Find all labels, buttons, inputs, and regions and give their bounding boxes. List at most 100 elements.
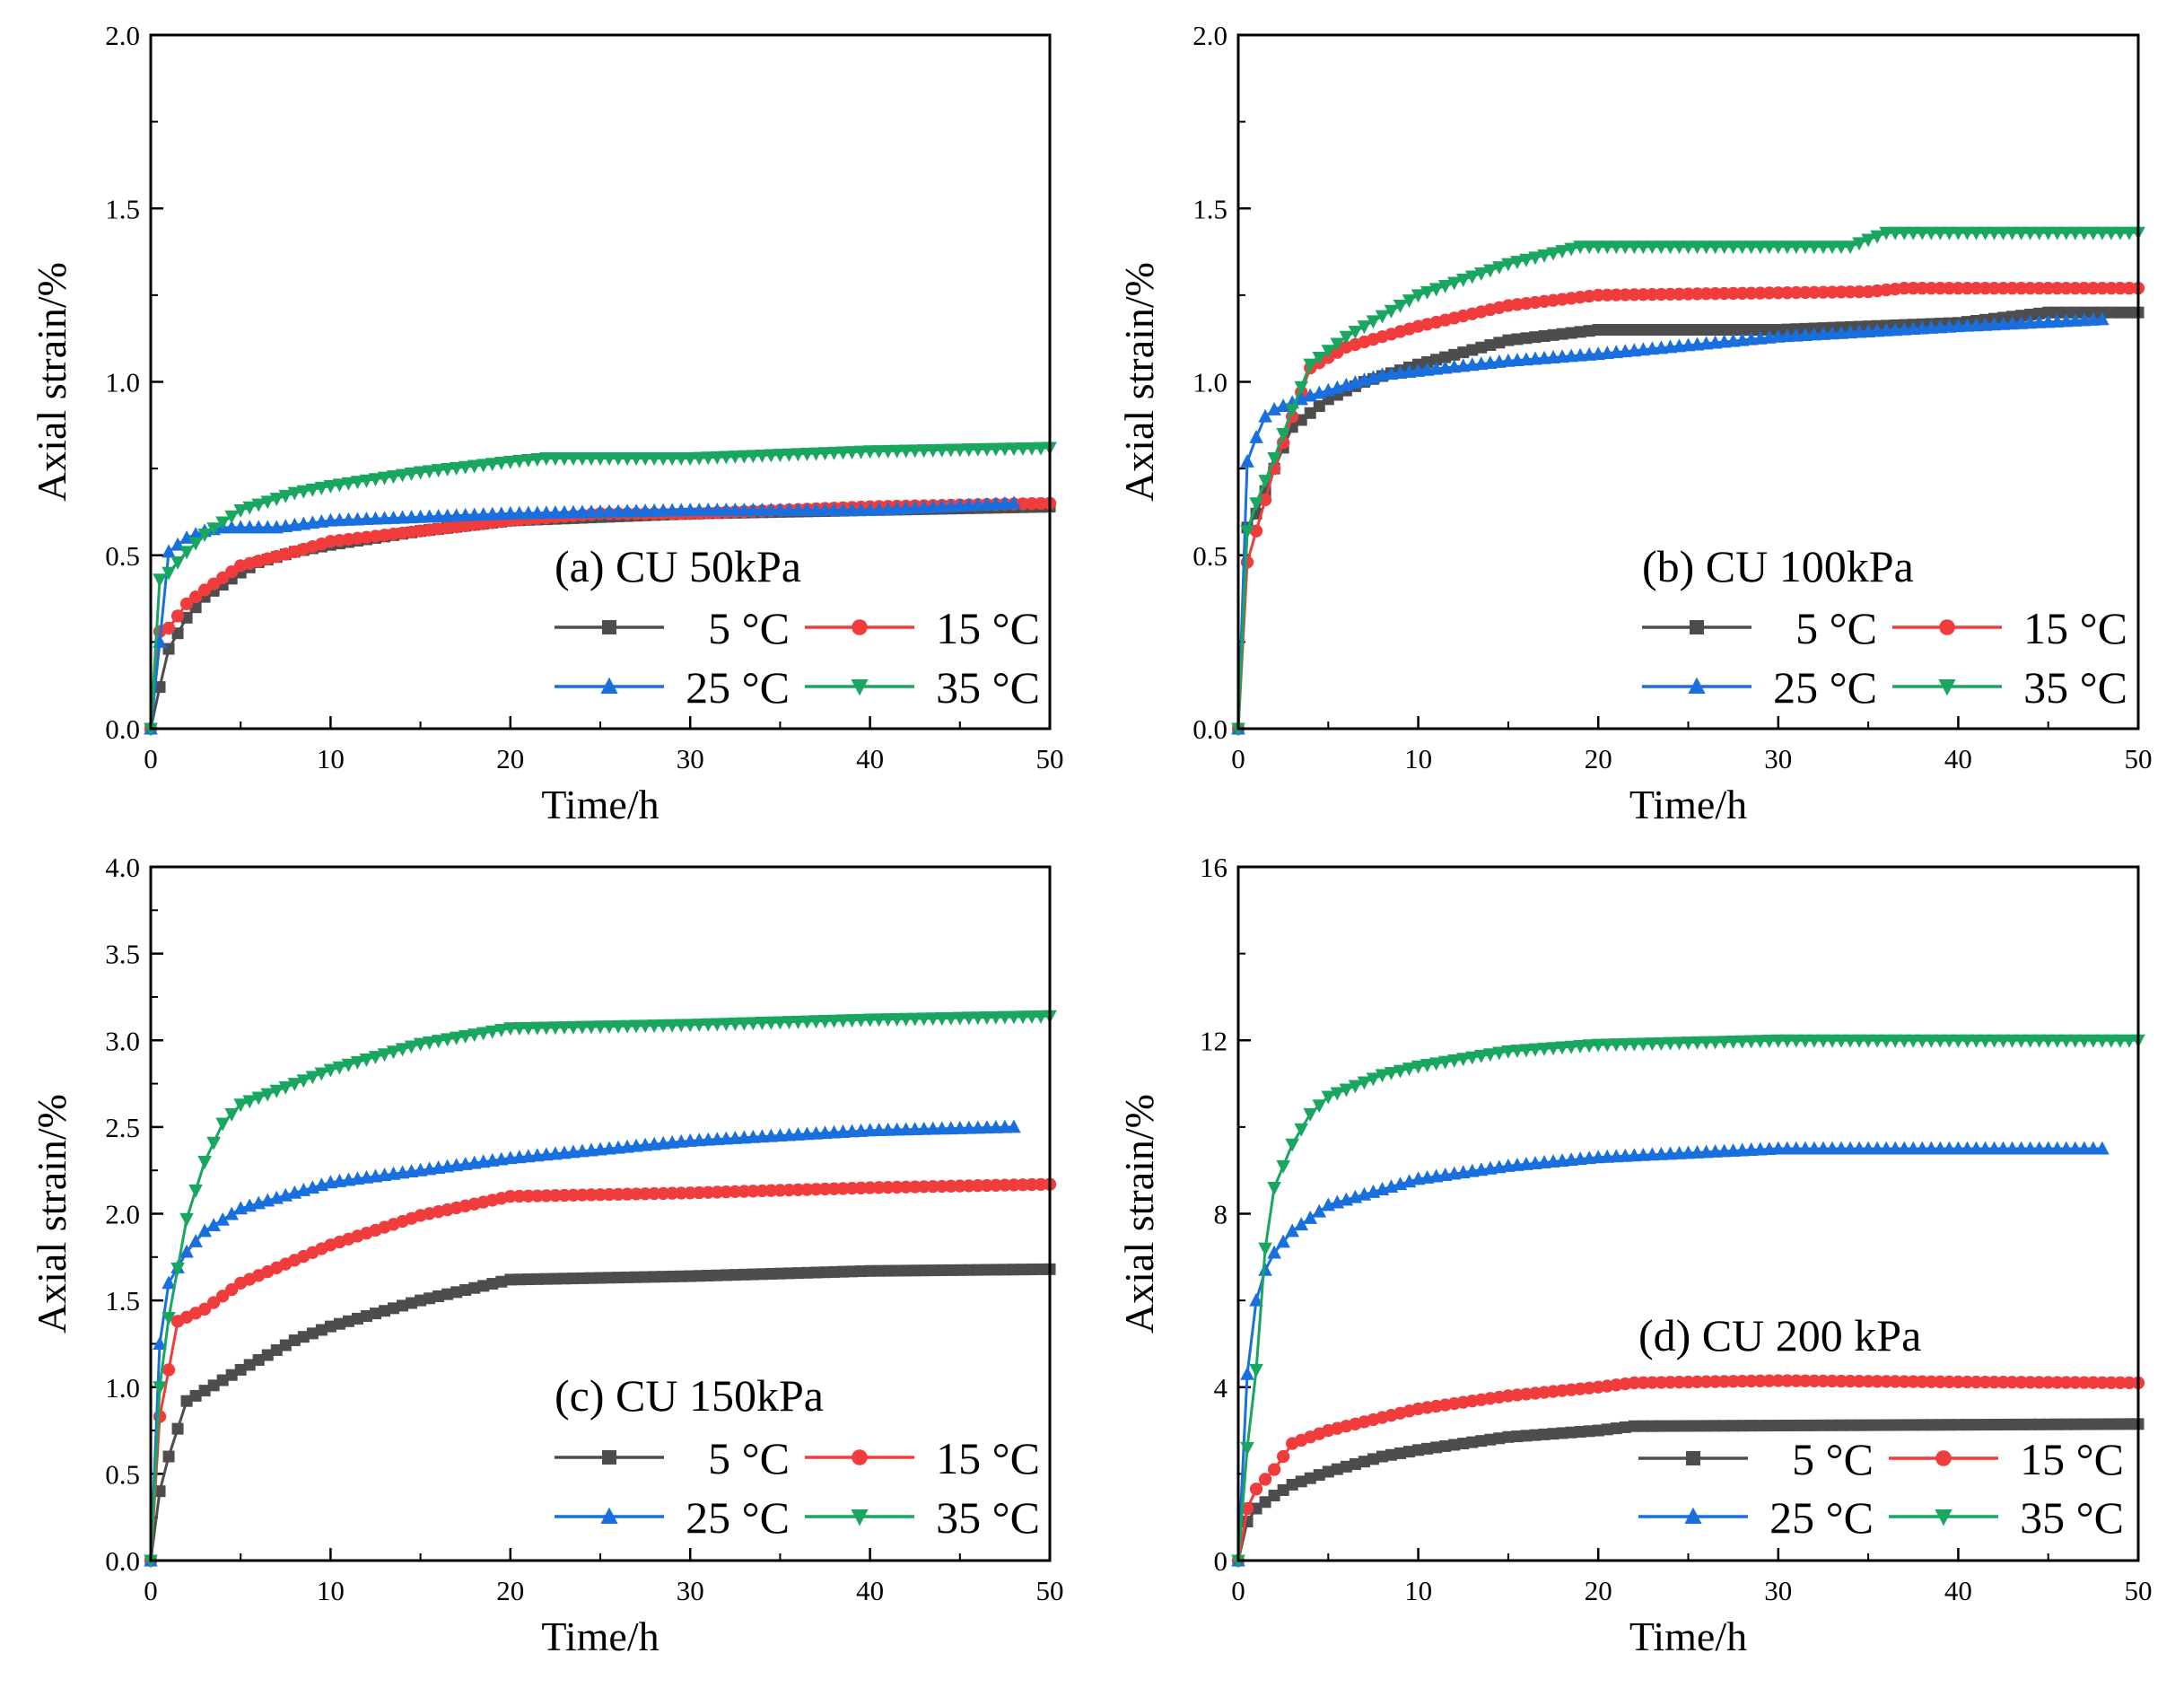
marker-circle	[179, 597, 194, 611]
marker-triangle-up	[934, 1121, 949, 1135]
marker-triangle-down	[350, 476, 365, 490]
marker-triangle-down	[1303, 358, 1318, 372]
marker-triangle-down	[1789, 1034, 1804, 1048]
marker-square	[1008, 1264, 1020, 1276]
marker-triangle-down	[1870, 230, 1884, 244]
marker-triangle-down	[215, 516, 230, 530]
marker-circle	[1646, 1376, 1659, 1389]
marker-triangle-up	[1969, 318, 1984, 332]
series-25c	[1231, 311, 2110, 735]
marker-square	[153, 1485, 166, 1498]
marker-triangle-down	[755, 449, 770, 463]
marker-triangle-down	[305, 1071, 320, 1085]
marker-triangle-up	[188, 1233, 203, 1247]
y-axis-label: Axial strain/%	[1116, 1094, 1162, 1334]
marker-square	[1754, 1420, 1767, 1432]
marker-square	[1394, 1447, 1407, 1459]
marker-circle	[1789, 1374, 1804, 1387]
marker-triangle-down	[1474, 1049, 1489, 1063]
x-axis-label: Time/h	[541, 782, 659, 827]
marker-square	[189, 1389, 202, 1402]
marker-triangle-down	[1609, 1038, 1624, 1053]
marker-circle	[1834, 285, 1848, 299]
marker-circle	[1664, 287, 1677, 301]
marker-triangle-down	[476, 1027, 491, 1041]
marker-triangle-down	[674, 452, 688, 466]
marker-square	[171, 627, 184, 640]
marker-triangle-up	[647, 503, 661, 517]
marker-triangle-down	[539, 1021, 554, 1036]
marker-triangle-up	[2077, 312, 2092, 327]
marker-circle	[206, 1296, 221, 1309]
marker-square	[927, 1264, 939, 1277]
marker-triangle-down	[907, 444, 922, 459]
marker-triangle-down	[440, 1033, 455, 1047]
marker-triangle-down	[1627, 241, 1642, 255]
marker-triangle-down	[2067, 1034, 2083, 1048]
marker-square	[1979, 1419, 1991, 1431]
y-tick-label: 1.0	[1192, 367, 1227, 398]
marker-triangle-down	[629, 1019, 643, 1034]
marker-triangle-down	[269, 493, 284, 507]
marker-square	[1700, 1420, 1713, 1432]
marker-triangle-down	[314, 481, 329, 495]
marker-triangle-down	[755, 1017, 770, 1030]
marker-triangle-down	[980, 1011, 994, 1025]
marker-triangle-up	[1960, 1141, 1975, 1155]
marker-circle	[1762, 1374, 1776, 1387]
marker-circle	[2059, 1376, 2073, 1389]
marker-triangle-down	[980, 442, 994, 457]
marker-triangle-down	[278, 1080, 293, 1095]
marker-circle	[1771, 286, 1785, 300]
panel-title: (c) CU 150kPa	[555, 1370, 824, 1421]
marker-square	[602, 620, 616, 634]
marker-triangle-down	[602, 452, 616, 466]
marker-square	[171, 1422, 184, 1435]
marker-square	[1547, 328, 1559, 341]
marker-triangle-down	[1510, 256, 1524, 270]
marker-square	[1646, 324, 1658, 337]
marker-triangle-down	[962, 443, 976, 458]
legend-label: 35 °C	[2020, 1492, 2124, 1543]
marker-circle	[989, 1178, 1003, 1192]
y-axis-label: Axial strain/%	[1116, 262, 1162, 502]
marker-triangle-down	[188, 537, 203, 551]
marker-circle	[2050, 1376, 2064, 1389]
marker-square	[909, 1264, 922, 1277]
marker-circle	[917, 1180, 930, 1194]
marker-triangle-up	[746, 503, 761, 517]
marker-triangle-down	[458, 1029, 473, 1044]
marker-circle	[503, 1190, 517, 1203]
marker-circle	[872, 1181, 886, 1194]
marker-triangle-down	[341, 477, 356, 491]
marker-triangle-down	[1240, 1441, 1254, 1456]
marker-square	[1529, 1429, 1542, 1441]
marker-square	[1484, 339, 1497, 352]
marker-triangle-down	[323, 1063, 338, 1078]
legend-label: 5 °C	[708, 603, 790, 653]
marker-triangle-down	[817, 1015, 833, 1028]
marker-triangle-up	[1249, 429, 1263, 443]
marker-circle	[1025, 497, 1039, 511]
marker-circle	[854, 1181, 868, 1194]
marker-circle	[1852, 284, 1866, 299]
marker-circle	[1673, 1376, 1686, 1389]
marker-circle	[1717, 1375, 1731, 1388]
marker-square	[360, 1310, 372, 1323]
marker-square	[243, 1359, 256, 1371]
marker-circle	[1735, 1374, 1749, 1388]
marker-square	[1457, 1438, 1470, 1450]
marker-square	[585, 1272, 598, 1284]
marker-circle	[1007, 1178, 1021, 1192]
marker-triangle-up	[1681, 1145, 1696, 1159]
marker-circle	[2113, 1376, 2127, 1389]
marker-circle	[1861, 1375, 1875, 1388]
marker-triangle-down	[880, 1013, 895, 1028]
marker-triangle-down	[1519, 1044, 1533, 1058]
marker-circle	[1961, 1375, 1974, 1389]
marker-circle	[602, 1187, 616, 1202]
marker-triangle-up	[2040, 314, 2056, 328]
marker-triangle-up	[880, 502, 895, 516]
x-tick-label: 20	[1585, 1575, 1612, 1606]
marker-square	[1592, 324, 1604, 337]
